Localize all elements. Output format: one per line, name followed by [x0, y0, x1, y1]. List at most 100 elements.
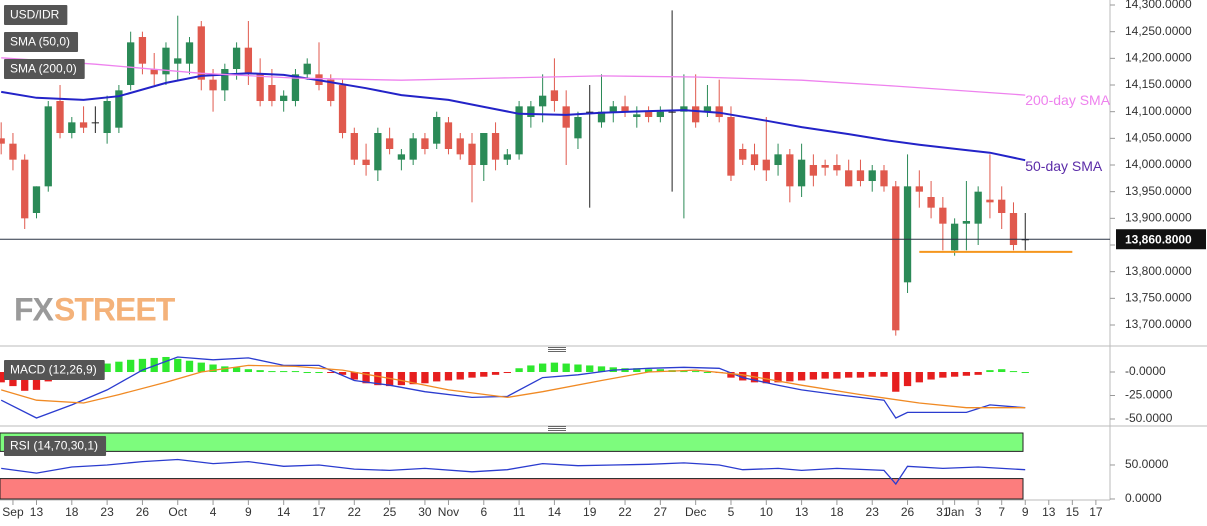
candle-body	[374, 133, 382, 171]
candle-body	[280, 95, 288, 102]
candle-body	[0, 138, 5, 144]
candle-body	[433, 117, 441, 144]
candle-body	[833, 165, 841, 171]
x-tick-label: 9	[245, 505, 252, 519]
panel-handle[interactable]	[548, 347, 566, 352]
histogram-bar	[1009, 371, 1018, 373]
candle-body	[291, 74, 300, 102]
histogram-bar	[727, 372, 735, 378]
histogram-bar	[644, 369, 653, 373]
candle-body	[397, 154, 406, 160]
histogram-bar	[762, 372, 770, 384]
y-tick-label: -0.0000	[1125, 364, 1166, 378]
x-tick-label: 13	[30, 505, 44, 519]
x-tick-label: 27	[654, 505, 668, 519]
histogram-bar	[868, 372, 876, 377]
x-tick-label: 22	[348, 505, 362, 519]
candle-body	[232, 47, 241, 70]
candle-body	[1009, 213, 1018, 246]
x-tick-label: 4	[210, 505, 217, 519]
candle-body	[444, 122, 453, 150]
oversold-band	[0, 478, 1024, 500]
candle-body	[185, 42, 194, 64]
x-tick-label: Nov	[438, 505, 459, 519]
candle-body	[385, 138, 394, 150]
histogram-bar	[797, 372, 806, 381]
x-tick-label: 5	[728, 505, 735, 519]
histogram-bar	[562, 363, 570, 373]
candle-body	[680, 106, 688, 112]
candle-body	[621, 106, 629, 112]
legend-label: MACD (12,26,9)	[10, 363, 97, 377]
histogram-bar	[397, 372, 406, 386]
histogram-bar	[633, 368, 641, 373]
y-tick-label: 13,950.0000	[1125, 184, 1192, 198]
y-tick-label: -50.0000	[1125, 411, 1173, 425]
candle-body	[44, 106, 52, 187]
legend-box	[4, 5, 68, 25]
candle-body	[597, 111, 606, 123]
candle-body	[503, 154, 511, 160]
histogram-bar	[845, 372, 853, 378]
candle-body	[797, 159, 806, 187]
x-tick-label: 30	[418, 505, 432, 519]
x-tick-label: 17	[1089, 505, 1103, 519]
histogram-bar	[503, 372, 511, 374]
x-tick-label: 13	[795, 505, 809, 519]
candle-body	[586, 111, 594, 113]
overbought-band	[0, 432, 1024, 452]
candle-body	[468, 143, 476, 166]
candle-body	[750, 154, 759, 166]
y-tick-label: 14,000.0000	[1125, 157, 1192, 171]
panel-handle[interactable]	[548, 426, 566, 431]
y-tick-label: 14,150.0000	[1125, 77, 1192, 91]
x-tick-label: 13	[1042, 505, 1056, 519]
histogram-bar	[433, 372, 441, 382]
legend-box	[4, 360, 105, 380]
x-tick-label: Jan	[945, 505, 964, 519]
candle-body	[21, 159, 29, 219]
histogram-bar	[232, 367, 241, 373]
histogram-bar	[303, 372, 311, 374]
y-tick-label: -25.0000	[1125, 388, 1173, 402]
candle-body	[527, 106, 535, 118]
histogram-bar	[950, 372, 959, 377]
legend-label: RSI (14,70,30,1)	[10, 439, 98, 453]
histogram-bar	[809, 372, 818, 380]
watermark: STREET	[54, 291, 176, 327]
sma-line	[1, 57, 1026, 96]
annotation: 200-day SMA	[1025, 92, 1110, 108]
legend-box	[4, 59, 85, 79]
candle-body	[515, 106, 523, 155]
histogram-bar	[374, 372, 382, 386]
histogram-bar	[421, 372, 429, 384]
histogram-bar	[138, 358, 147, 373]
candle-body	[821, 165, 829, 168]
candle-body	[868, 170, 876, 182]
macd-line	[1, 364, 1026, 409]
candle-body	[915, 186, 923, 192]
histogram-bar	[998, 369, 1006, 373]
candle-body	[303, 63, 311, 75]
candle-body	[338, 85, 347, 134]
histogram-bar	[21, 372, 29, 391]
candle-body	[856, 170, 865, 182]
y-tick-label: 14,300.0000	[1125, 0, 1192, 11]
histogram-bar	[280, 371, 288, 373]
candle-body	[456, 138, 464, 155]
x-tick-label: 19	[583, 505, 597, 519]
histogram-bar	[550, 362, 559, 373]
candle-body	[715, 106, 723, 118]
histogram-bar	[197, 362, 205, 373]
histogram-bar	[692, 371, 700, 373]
candle-body	[656, 111, 664, 118]
x-tick-label: 23	[100, 505, 114, 519]
candle-body	[256, 74, 264, 102]
x-tick-label: 31	[936, 505, 950, 519]
candle-body	[480, 133, 488, 166]
x-tick-label: 26	[901, 505, 915, 519]
candle-body	[491, 133, 500, 160]
macd-line	[0, 356, 1026, 419]
x-tick-label: 15	[1066, 505, 1080, 519]
x-tick-label: 3	[975, 505, 982, 519]
